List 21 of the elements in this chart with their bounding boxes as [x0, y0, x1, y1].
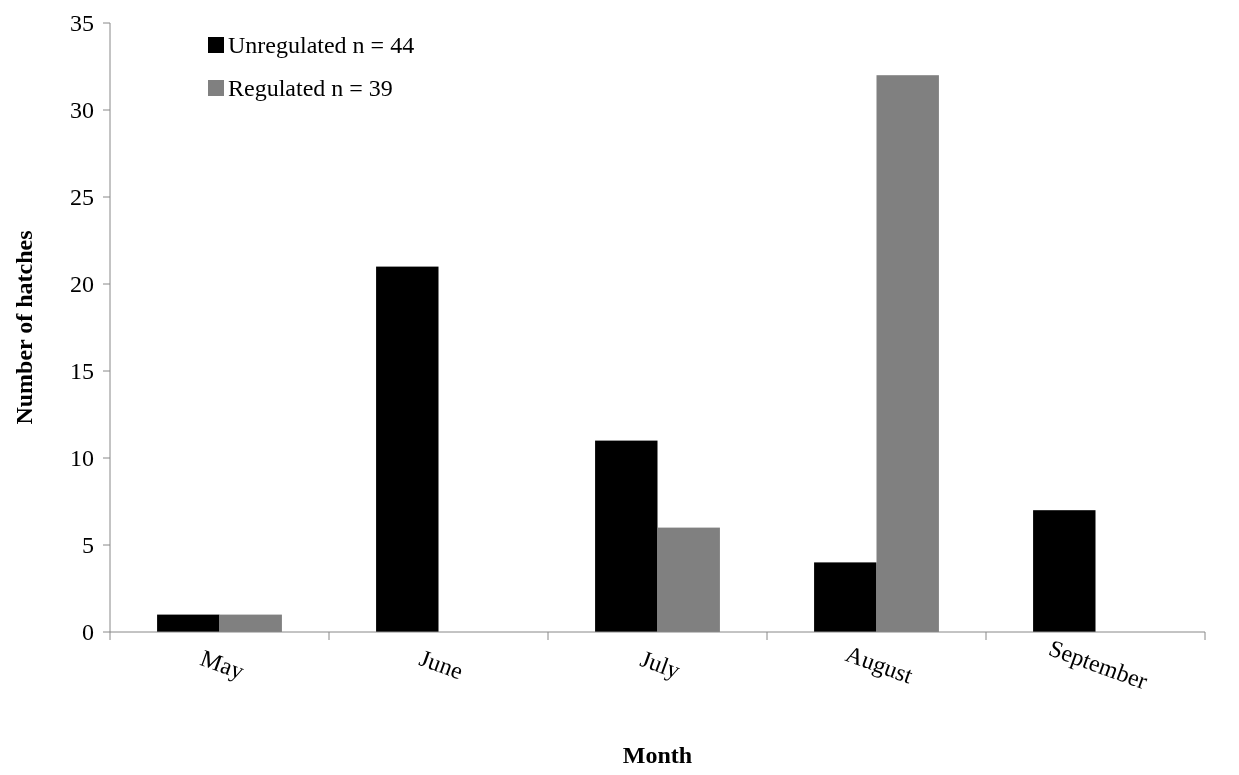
x-tick-label: July: [636, 645, 684, 684]
legend-label: Unregulated n = 44: [228, 32, 415, 59]
y-tick-label: 0: [82, 619, 94, 646]
bar: [376, 266, 439, 632]
x-axis-title: Month: [622, 742, 693, 768]
bar: [1033, 510, 1096, 632]
bar: [157, 614, 220, 632]
legend-label: Regulated n = 39: [228, 75, 393, 102]
y-axis-title: Number of hatches: [11, 230, 37, 425]
x-tick-label: May: [197, 644, 248, 685]
y-tick-label: 35: [70, 10, 94, 37]
bar: [814, 562, 877, 632]
y-tick-label: 25: [70, 184, 94, 211]
y-tick-label: 5: [82, 532, 94, 559]
y-tick-label: 20: [70, 271, 94, 298]
y-tick-label: 15: [70, 358, 94, 385]
bar: [595, 440, 658, 632]
y-tick-label: 30: [70, 97, 94, 124]
y-tick-label: 10: [70, 445, 94, 472]
x-tick-label: August: [842, 640, 917, 689]
x-tick-label: June: [416, 644, 467, 685]
